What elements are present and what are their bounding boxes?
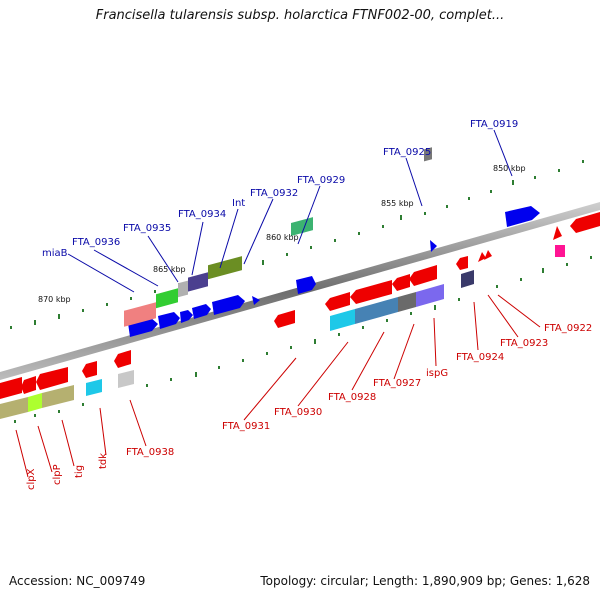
gene-label[interactable]: FTA_0930	[274, 407, 322, 418]
gene-label[interactable]: FTA_0934	[178, 209, 226, 220]
gene-label[interactable]: miaB	[42, 248, 68, 259]
gene-label[interactable]: clpP	[52, 464, 63, 485]
scale-label: 865 kbp	[153, 265, 186, 274]
forward-genes[interactable]	[124, 147, 565, 337]
map-title: Francisella tularensis subsp. holarctica…	[95, 8, 505, 23]
gene-label[interactable]: ispG	[426, 368, 448, 379]
gene-label[interactable]: tdk	[98, 453, 109, 469]
scale-label: 870 kbp	[38, 295, 71, 304]
gene-label[interactable]: FTA_0936	[72, 237, 120, 248]
scale-label: 855 kbp	[381, 199, 414, 208]
scale-ticks	[10, 160, 592, 423]
gene-label[interactable]: Int	[232, 198, 245, 209]
gene-label[interactable]: FTA_0928	[328, 392, 376, 403]
gene-label[interactable]: FTA_0938	[126, 447, 174, 458]
gene-label[interactable]: FTA_0922	[544, 323, 592, 334]
genome-summary-text: Topology: circular; Length: 1,890,909 bp…	[260, 574, 590, 588]
gene-label[interactable]: FTA_0923	[500, 338, 548, 349]
gene-label[interactable]: tig	[74, 465, 85, 478]
gene-label[interactable]: FTA_0931	[222, 421, 270, 432]
scale-label: 860 kbp	[266, 233, 299, 242]
gene-label[interactable]: FTA_0924	[456, 352, 504, 363]
gene-label[interactable]: FTA_0919	[470, 119, 518, 130]
gene-label[interactable]: FTA_0925	[383, 147, 431, 158]
gene-label[interactable]: FTA_0927	[373, 378, 421, 389]
gene-label[interactable]: FTA_0932	[250, 188, 298, 199]
gene-label[interactable]: FTA_0935	[123, 223, 171, 234]
leader-lines	[15, 129, 541, 478]
scale-label: 850 kbp	[493, 164, 526, 173]
gene-label[interactable]: FTA_0929	[297, 175, 345, 186]
gene-label[interactable]: clpX	[26, 468, 37, 490]
accession-text: Accession: NC_009749	[9, 574, 146, 588]
reverse-genes[interactable]	[0, 212, 600, 419]
